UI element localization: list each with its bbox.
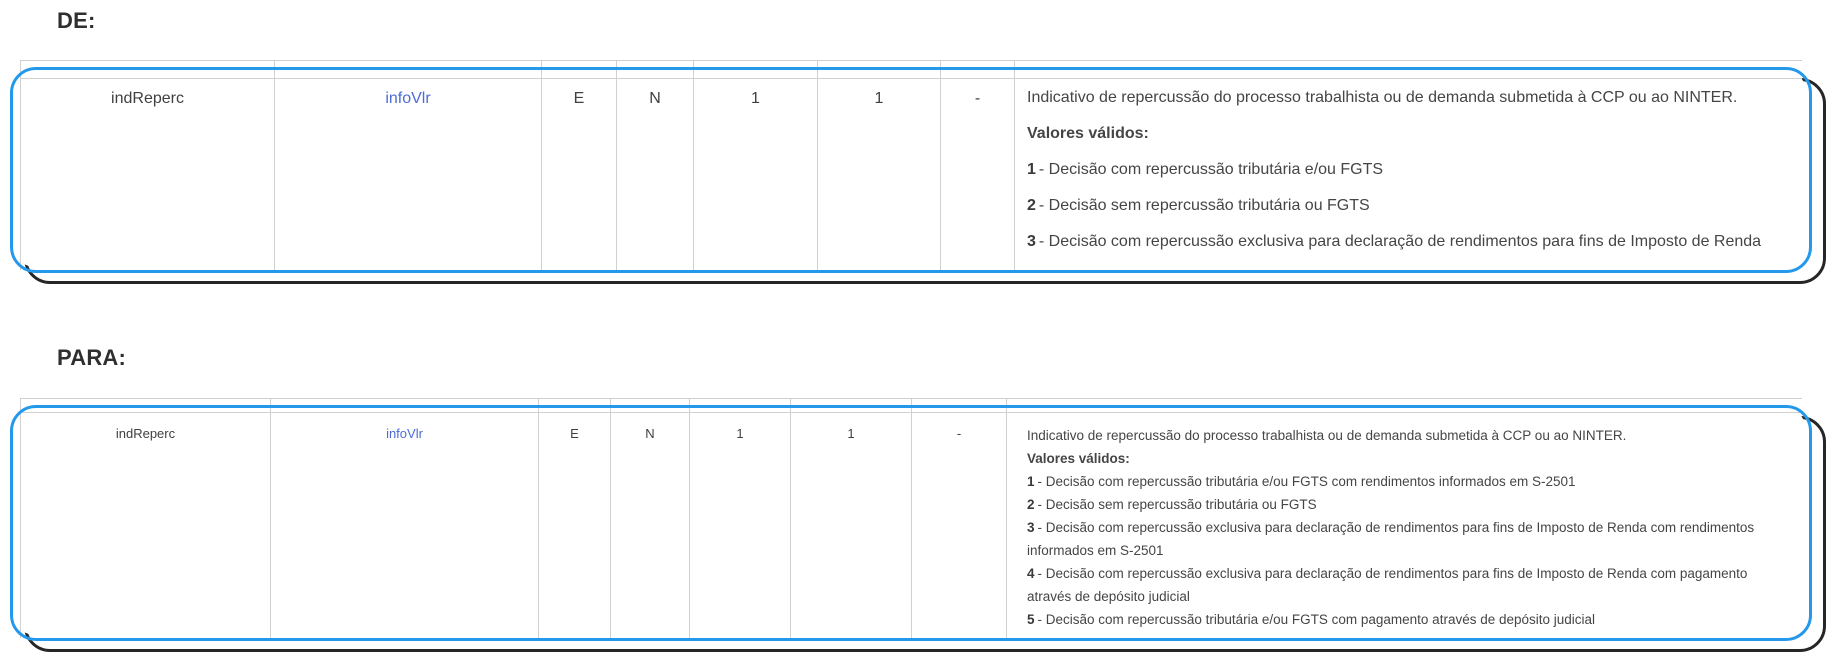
valid-value-text: - Decisão sem repercussão tributária ou …: [1038, 197, 1370, 214]
cell-parent-group: infoVlr: [275, 78, 542, 270]
cell-description: Indicativo de repercussão do processo tr…: [1007, 412, 1802, 638]
grid-spacer: [20, 398, 271, 412]
valid-value-text: - Decisão sem repercussão tributária ou …: [1037, 497, 1317, 512]
valid-value-number: 3: [1027, 233, 1036, 250]
description-intro: Indicativo de repercussão do processo tr…: [1027, 89, 1738, 106]
cell-occurs-max: 1: [818, 78, 941, 270]
valid-value-item: 5- Decisão com repercussão tributária e/…: [1027, 608, 1786, 631]
section-label-de: DE:: [57, 8, 96, 33]
grid-spacer: [1007, 398, 1802, 412]
description-intro: Indicativo de repercussão do processo tr…: [1027, 428, 1627, 443]
valid-value-item: 3- Decisão com repercussão exclusiva par…: [1027, 516, 1786, 562]
cell-element-type: E: [539, 412, 611, 638]
cell-field-name: indReperc: [20, 412, 271, 638]
grid-spacer: [617, 60, 694, 78]
valid-value-item: 1- Decisão com repercussão tributária e/…: [1027, 470, 1786, 493]
valid-value-number: 2: [1027, 197, 1036, 214]
grid-spacer: [271, 398, 539, 412]
valid-value-item: 4- Decisão com repercussão exclusiva par…: [1027, 562, 1786, 608]
annotation-background: [10, 405, 1806, 635]
valid-value-text: - Decisão com repercussão tributária e/o…: [1038, 161, 1384, 178]
annotation-background: [10, 67, 1806, 267]
grid-spacer: [611, 398, 690, 412]
grid-spacer: [791, 398, 912, 412]
valid-value-number: 1: [1027, 474, 1035, 489]
cell-occurs-min: 1: [690, 412, 791, 638]
valid-value-item: 2- Decisão sem repercussão tributária ou…: [1027, 195, 1788, 216]
cell-description: Indicativo de repercussão do processo tr…: [1015, 78, 1802, 270]
grid-spacer: [20, 60, 275, 78]
grid-spacer: [275, 60, 542, 78]
valid-value-text: - Decisão com repercussão exclusiva para…: [1038, 233, 1762, 250]
grid-spacer: [912, 398, 1007, 412]
cell-element-type: E: [542, 78, 617, 270]
valid-value-item: 3- Decisão com repercussão exclusiva par…: [1027, 231, 1788, 252]
parent-group-link[interactable]: infoVlr: [385, 90, 431, 107]
valid-value-text: - Decisão com repercussão exclusiva para…: [1027, 520, 1755, 558]
parent-group-link[interactable]: infoVlr: [386, 426, 423, 441]
valid-value-text: - Decisão com repercussão tributária e/o…: [1037, 612, 1596, 627]
section-label-para: PARA:: [57, 345, 127, 370]
cell-size: -: [941, 78, 1015, 270]
valid-value-number: 2: [1027, 497, 1035, 512]
cell-occurs-max: 1: [791, 412, 912, 638]
field-table-de: indReperc infoVlr E N 1 1 - Indicativo d…: [20, 60, 1802, 270]
cell-size: -: [912, 412, 1007, 638]
cell-field-name: indReperc: [20, 78, 275, 270]
valid-value-text: - Decisão com repercussão tributária e/o…: [1037, 474, 1576, 489]
valid-value-item: 1- Decisão com repercussão tributária e/…: [1027, 159, 1788, 180]
grid-spacer: [1015, 60, 1802, 78]
valid-value-number: 1: [1027, 161, 1036, 178]
valid-value-number: 3: [1027, 520, 1035, 535]
valid-value-item: 2- Decisão sem repercussão tributária ou…: [1027, 493, 1786, 516]
grid-spacer: [539, 398, 611, 412]
grid-spacer: [690, 398, 791, 412]
valid-values-label: Valores válidos:: [1027, 125, 1149, 142]
valid-values-label: Valores válidos:: [1027, 451, 1130, 466]
grid-spacer: [542, 60, 617, 78]
grid-spacer: [818, 60, 941, 78]
cell-data-type: N: [617, 78, 694, 270]
cell-parent-group: infoVlr: [271, 412, 539, 638]
valid-value-number: 5: [1027, 612, 1035, 627]
field-table-para: indReperc infoVlr E N 1 1 - Indicativo d…: [20, 398, 1802, 638]
valid-value-number: 4: [1027, 566, 1035, 581]
cell-data-type: N: [611, 412, 690, 638]
grid-spacer: [694, 60, 818, 78]
cell-occurs-min: 1: [694, 78, 818, 270]
grid-spacer: [941, 60, 1015, 78]
valid-value-text: - Decisão com repercussão exclusiva para…: [1027, 566, 1748, 604]
